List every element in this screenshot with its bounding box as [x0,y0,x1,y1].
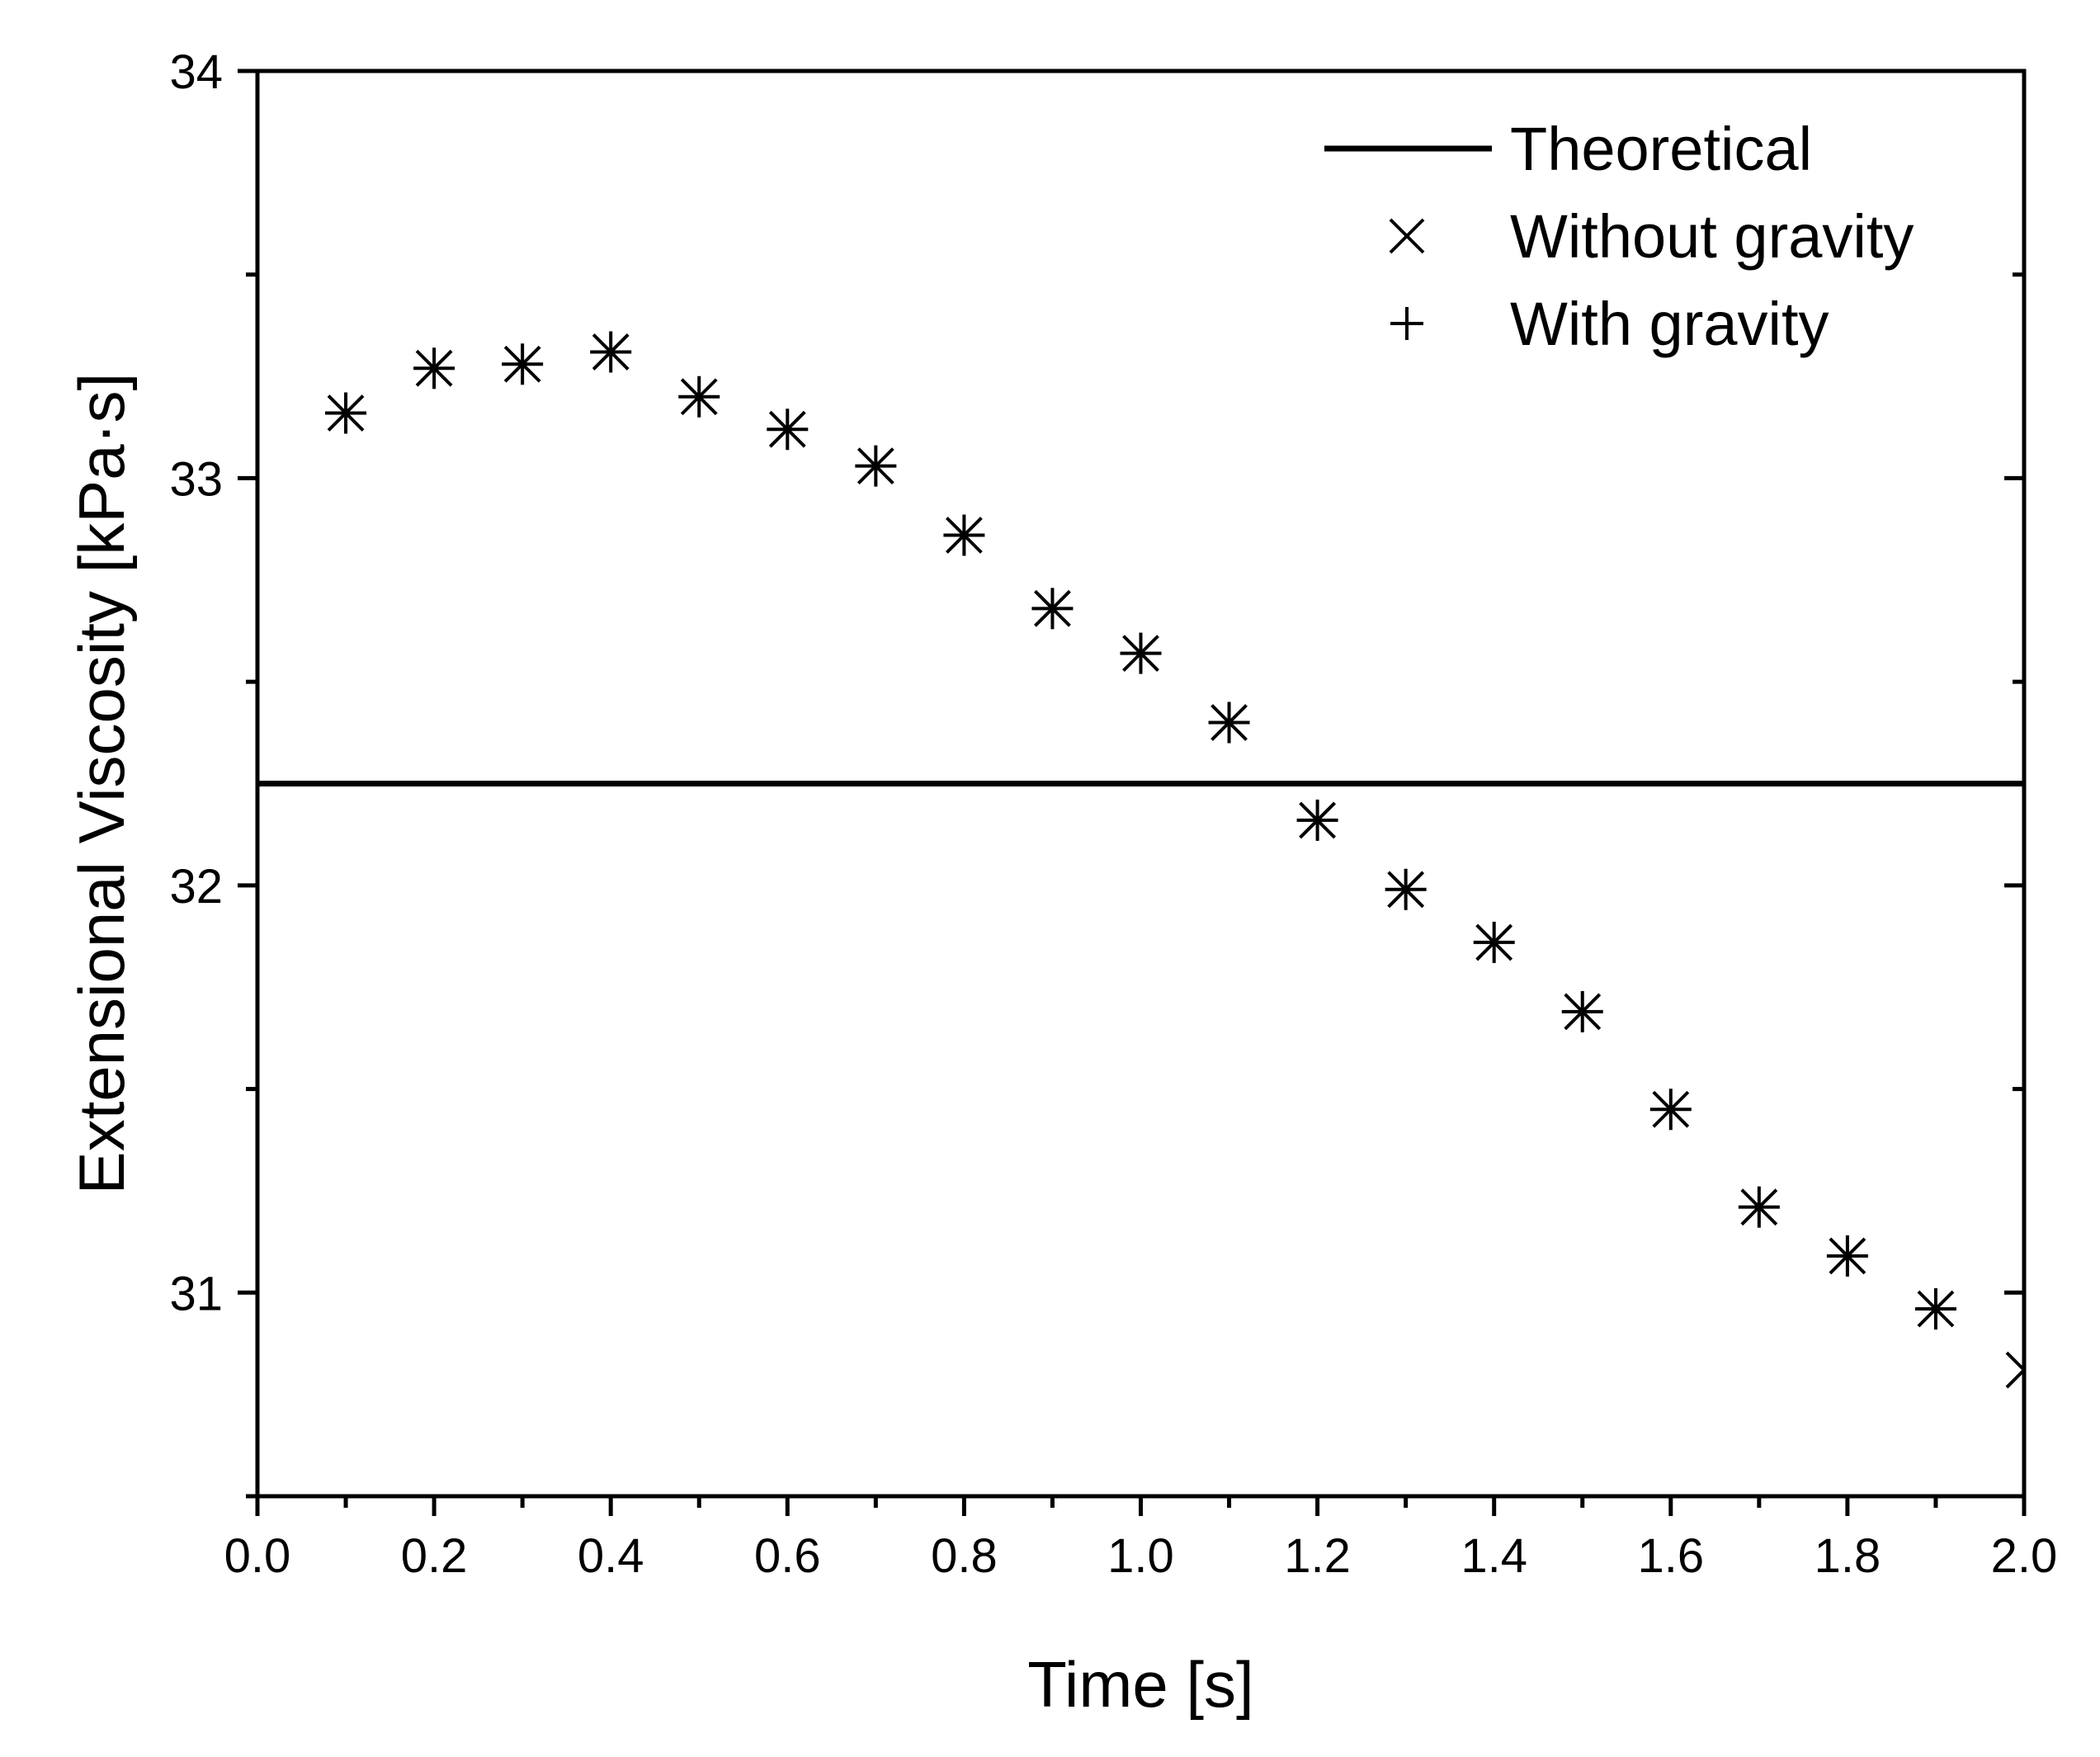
y-tick-label: 31 [169,1267,223,1320]
with-gravity-point [1649,1089,1692,1131]
with-gravity-point [325,392,367,434]
with-gravity-point [1914,1288,1956,1330]
with-gravity-point [1120,632,1162,674]
with-gravity-point [1296,799,1338,841]
y-tick-label: 32 [169,860,223,914]
x-marker-stroke [1389,218,1425,254]
with-gravity-point [767,409,809,451]
with-gravity-point [1738,1186,1780,1228]
legend-label: Theoretical [1510,115,1812,183]
with-gravity-point [590,331,632,373]
y-axis-title: Extensional Viscosity [kPa·s] [65,373,138,1195]
x-tick-label: 2.0 [1991,1529,2058,1583]
y-tick-label: 34 [169,45,223,99]
x-tick-label: 1.0 [1107,1529,1174,1583]
with-gravity-point [943,514,985,556]
x-tick-label: 0.2 [401,1529,468,1583]
y-tick-label: 33 [169,452,223,506]
with-gravity-point [1826,1235,1868,1277]
legend-with-gravity-symbol [1390,307,1423,340]
plot-area [257,331,2024,1389]
with-gravity-point [1473,921,1515,963]
with-gravity-point [1031,588,1074,630]
x-marker-stroke [2005,1351,2024,1372]
with-gravity-point [855,445,897,487]
x-tick-label: 0.0 [224,1529,291,1583]
x-tick-label: 1.8 [1814,1529,1881,1583]
legend-without-gravity-symbol [1389,218,1425,254]
axes: 0.0 0.2 0.4 0.6 0.8 1.0 1.2 1.4 1.6 1.8 2.0 31 32 33 3… [169,45,2057,1583]
x-tick-label: 0.8 [931,1529,998,1583]
x-tick-label: 1.4 [1461,1529,1527,1583]
legend-label: With gravity [1510,290,1829,358]
x-axis-title: Time [s] [1027,1648,1253,1721]
with-gravity-point [1561,990,1603,1032]
with-gravity-point [1385,868,1427,910]
with-gravity-point [502,343,544,385]
with-gravity-point [413,347,455,390]
x-tick-label: 1.2 [1284,1529,1351,1583]
legend: Theoretical Without gravity With gravity [1324,115,1914,358]
x-tick-label: 1.6 [1637,1529,1704,1583]
with-gravity-point [1208,701,1250,744]
without-gravity-point [2005,1351,2024,1389]
x-tick-label: 0.4 [578,1529,644,1583]
with-gravity-point [678,375,720,418]
x-marker-stroke [2005,1367,2024,1389]
x-tick-label: 0.6 [754,1529,821,1583]
legend-label: Without gravity [1510,202,1914,271]
